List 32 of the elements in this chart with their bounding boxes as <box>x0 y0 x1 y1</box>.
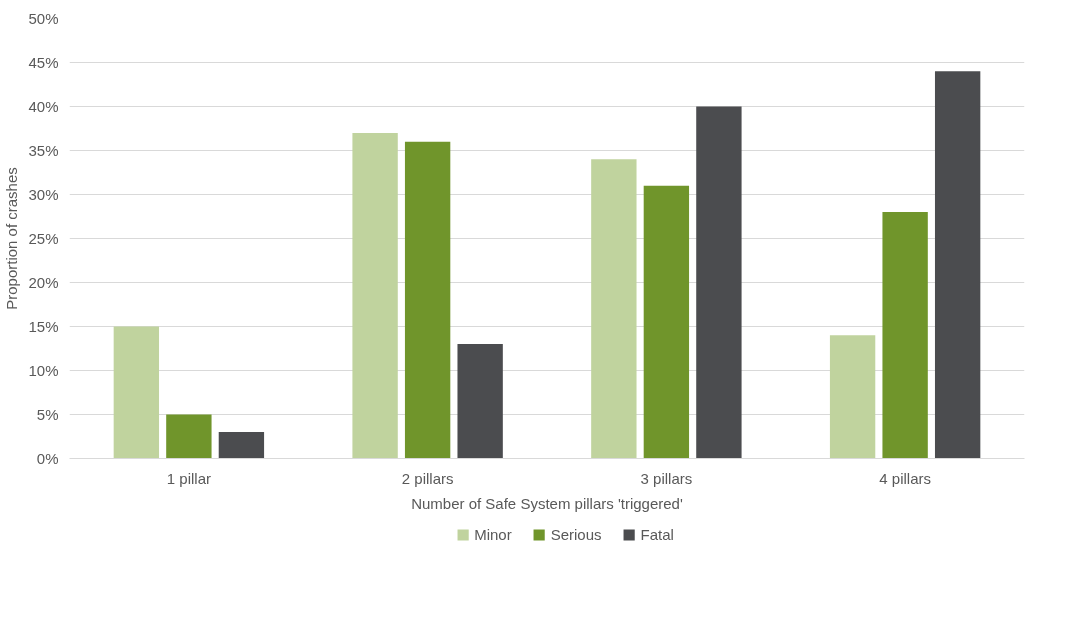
y-axis-title: Proportion of crashes <box>3 167 21 310</box>
y-tick-label: 50% <box>28 10 59 27</box>
y-tick-label: 40% <box>28 98 59 115</box>
bar <box>218 432 265 459</box>
bar <box>166 414 212 459</box>
x-axis-title: Number of Safe System pillars 'triggered' <box>411 494 683 512</box>
legend-label: Minor <box>474 525 512 543</box>
bar <box>457 344 503 459</box>
y-tick-label: 0% <box>36 450 59 467</box>
x-tick-label: 4 pillars <box>879 469 931 487</box>
y-tick-label: 5% <box>36 406 59 423</box>
bar <box>882 212 928 459</box>
bar <box>696 106 742 459</box>
bar <box>591 159 637 459</box>
legend-label: Serious <box>550 525 602 543</box>
y-tick-label: 30% <box>28 186 59 203</box>
bar <box>352 132 398 459</box>
bar <box>404 141 451 459</box>
y-tick-label: 20% <box>28 274 59 291</box>
bar <box>643 185 690 459</box>
bar <box>113 326 160 459</box>
y-tick-label: 25% <box>28 230 59 247</box>
y-tick-label: 45% <box>28 54 59 71</box>
y-tick-label: 15% <box>28 318 59 335</box>
x-tick-label: 1 pillar <box>166 469 211 487</box>
legend-label: Fatal <box>640 525 674 543</box>
x-tick-label: 2 pillars <box>401 469 454 487</box>
bar <box>829 335 876 459</box>
bar <box>934 71 981 459</box>
x-tick-label: 3 pillars <box>640 469 693 487</box>
y-tick-label: 35% <box>28 142 59 159</box>
y-tick-label: 10% <box>28 362 59 379</box>
